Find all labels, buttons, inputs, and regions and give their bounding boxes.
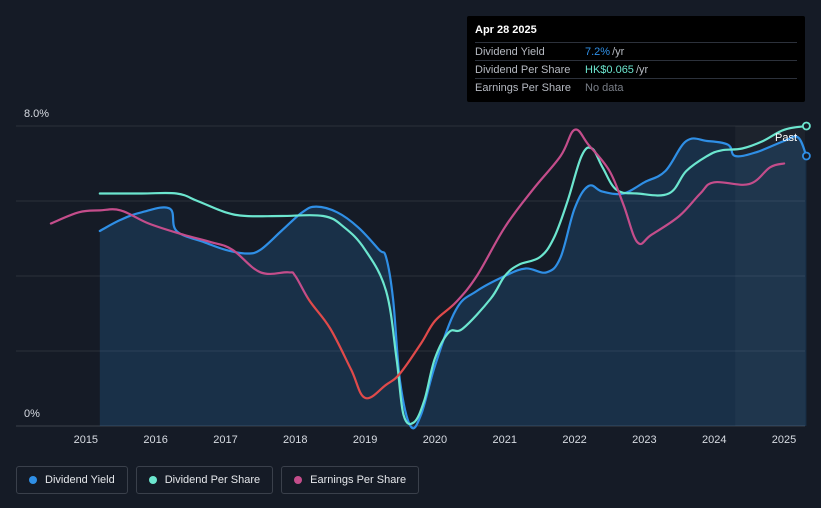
tooltip-label: Dividend Yield [475,45,545,58]
legend-dot-icon [148,476,157,484]
tooltip-value-text: HK$0.065 [585,63,634,76]
y-tick-label-bottom: 0% [24,408,40,420]
legend-label: Dividend Yield [45,474,115,486]
legend-item-earnings-per-share[interactable]: Earnings Per Share [281,466,420,494]
legend-label: Dividend Per Share [164,474,261,486]
tooltip-value: No data [585,82,624,94]
x-tick-label: 2015 [74,434,98,446]
legend-dot-icon [29,476,37,484]
tooltip-value-text: 7.2% [585,45,611,58]
series-line-earnings-per-share [49,128,786,400]
gridlines [16,125,805,427]
area-dividend-yield [99,136,807,429]
series-line-dividend-per-share [98,124,808,426]
x-tick-label: 2019 [353,434,377,446]
end-marker-dividend-per-share [801,121,811,131]
x-tick-label: 2018 [283,434,307,446]
tooltip-label: Dividend Per Share [475,63,571,76]
legend-dot-icon [294,476,303,484]
past-label: Past [775,132,798,144]
tooltip-label: Earnings Per Share [475,81,571,94]
tooltip-value-text: No data [585,81,624,94]
tooltip-value: 7.2%/yr [585,46,624,58]
tooltip: Apr 28 2025 Dividend Yield 7.2%/yr Divid… [467,16,805,102]
tooltip-row-dividend-per-share: Dividend Per Share HK$0.065/yr [475,61,797,79]
x-tick-label: 2020 [423,434,447,446]
x-tick-label: 2021 [493,434,517,446]
end-marker-dividend-yield [801,151,811,161]
x-tick-label: 2022 [562,434,586,446]
legend: Dividend Yield Dividend Per Share Earnin… [16,466,420,494]
x-tick-label: 2016 [143,434,167,446]
line-layer [49,124,808,430]
x-tick-label: 2023 [632,434,656,446]
x-axis: 2015 2016 2017 2018 2019 2020 2021 2022 2023 2024… [74,434,797,446]
y-tick-label-top: 8.0% [24,108,50,120]
x-tick-label: 2024 [702,434,726,446]
tooltip-row-earnings-per-share: Earnings Per Share No data [475,79,797,96]
area-layer [99,136,807,429]
x-tick-label: 2025 [772,434,796,446]
legend-item-dividend-yield[interactable]: Dividend Yield [16,466,128,494]
tooltip-row-dividend-yield: Dividend Yield 7.2%/yr [475,43,797,61]
tooltip-unit: /yr [635,63,649,76]
x-tick-label: 2017 [213,434,237,446]
marker-layer [801,121,811,161]
tooltip-unit: /yr [612,45,625,58]
legend-label: Earnings Per Share [310,474,407,486]
tooltip-date: Apr 28 2025 [475,24,797,43]
series-line-dividend-yield [98,135,808,430]
legend-item-dividend-per-share[interactable]: Dividend Per Share [135,466,274,494]
tooltip-value: HK$0.065/yr [585,64,648,76]
